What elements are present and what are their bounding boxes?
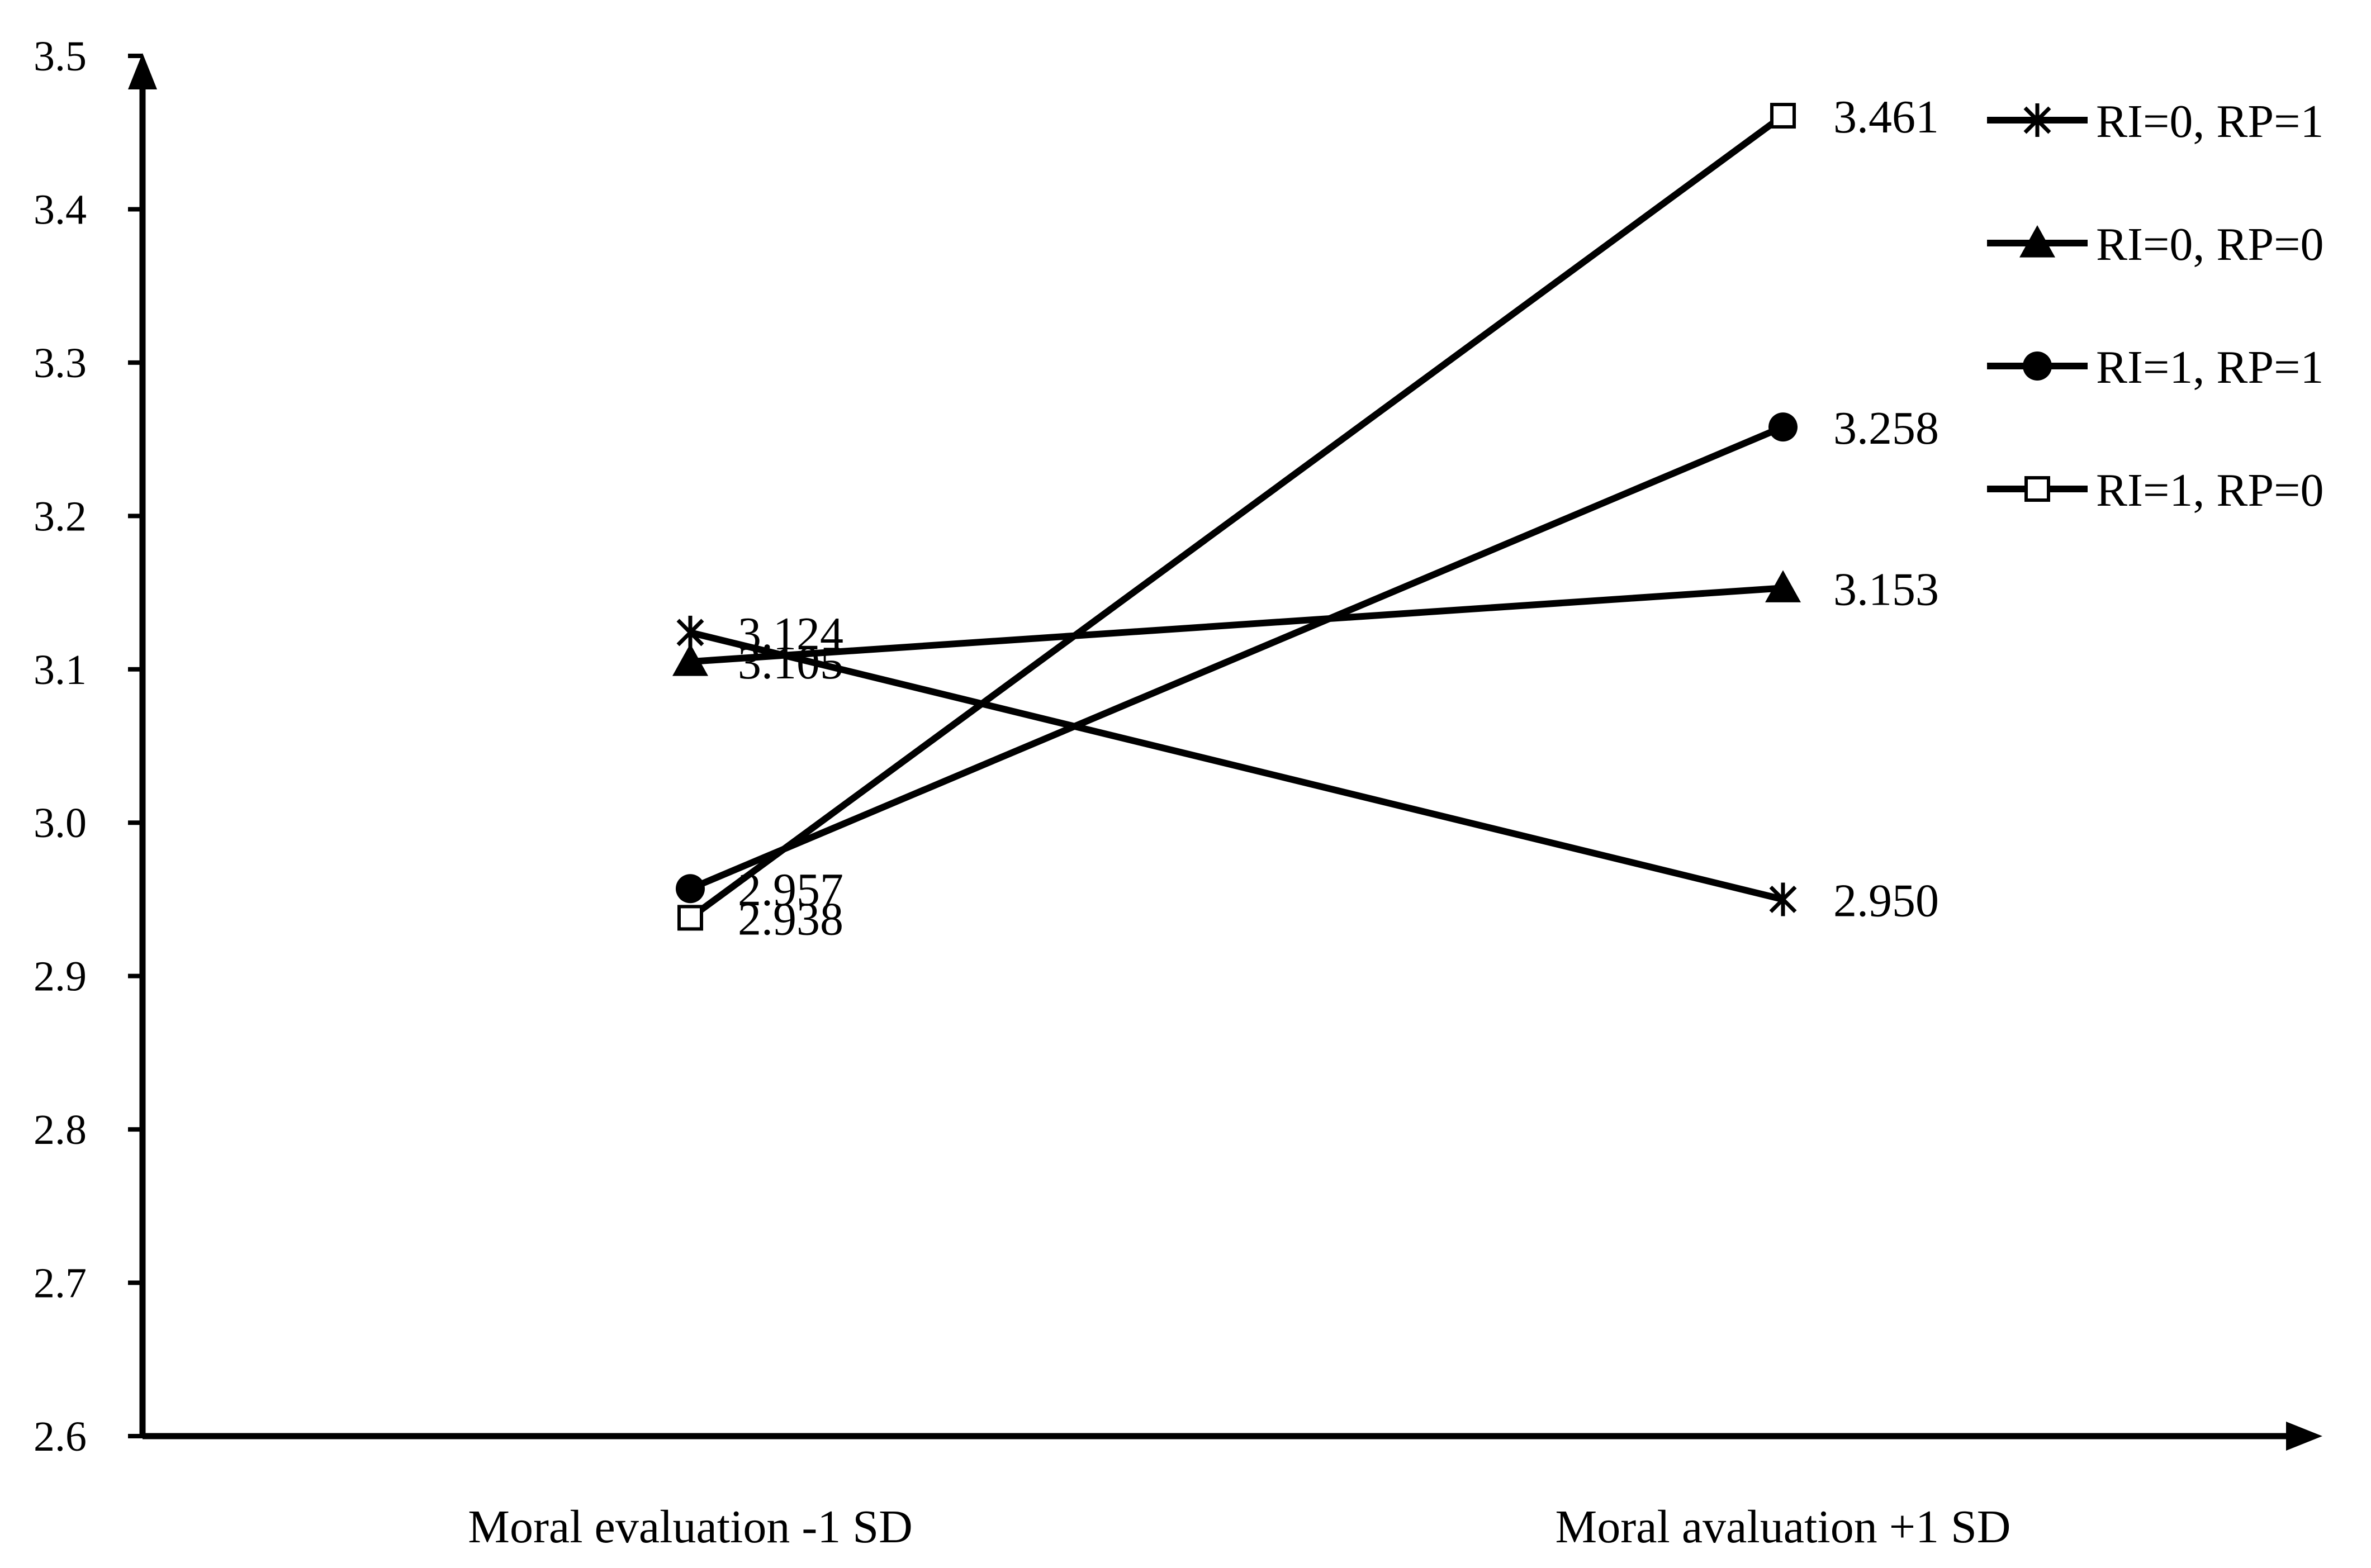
legend-label: RI=0, RP=1 — [2096, 96, 2324, 148]
legend-label: RI=0, RP=0 — [2096, 218, 2324, 270]
legend: RI=0, RP=1 RI=0, RP=0 RI=1, RP=1 RI=1, RP=0 — [1987, 96, 2324, 516]
series-line — [689, 629, 1784, 903]
data-point-marker — [676, 874, 705, 904]
y-tick-label: 2.9 — [34, 953, 87, 1000]
series-lines — [672, 103, 1801, 931]
data-label: 3.258 — [1833, 402, 1939, 454]
data-label: 2.950 — [1833, 875, 1939, 926]
series-ri-0-rp-1 — [676, 615, 1797, 916]
legend-label: RI=1, RP=0 — [2096, 464, 2324, 516]
data-point-marker — [1769, 882, 1797, 916]
y-tick-label: 2.6 — [34, 1413, 87, 1460]
data-point-marker — [1768, 412, 1798, 442]
data-label: 3.153 — [1833, 563, 1939, 615]
y-tick-label: 3.1 — [34, 647, 87, 693]
legend-label: RI=1, RP=1 — [2096, 341, 2324, 393]
y-tick-label: 2.7 — [34, 1260, 87, 1307]
legend-marker — [2019, 225, 2055, 258]
y-tick-label: 3.5 — [34, 33, 87, 80]
legend-marker — [2023, 103, 2051, 137]
legend-marker — [2024, 476, 2050, 502]
data-label: 2.938 — [738, 893, 843, 945]
data-label: 3.124 — [738, 608, 843, 660]
y-tick-label: 2.8 — [34, 1106, 87, 1153]
series-ri-1-rp-0 — [677, 103, 1796, 931]
series-ri-1-rp-1 — [676, 412, 1798, 904]
data-point-marker — [677, 905, 703, 931]
y-tick-label: 3.3 — [34, 340, 87, 387]
series-ri-0-rp-0 — [672, 570, 1801, 676]
x-axis-categories: Moral evaluation -1 SD Moral avaluation +… — [468, 1501, 2010, 1553]
x-category-label: Moral avaluation +1 SD — [1556, 1501, 2011, 1553]
legend-item-ri-0-rp-1: RI=0, RP=1 — [1987, 96, 2324, 148]
data-label: 2.957 — [738, 864, 843, 916]
data-point-marker — [1770, 103, 1796, 129]
legend-marker — [2023, 351, 2052, 381]
data-labels: 3.124 2.950 3.105 3.153 2.957 3.258 2.938 3.461 — [738, 91, 1939, 945]
series-line — [688, 113, 1785, 921]
data-point-marker — [1765, 570, 1801, 602]
series-line — [690, 585, 1784, 666]
series-line — [689, 424, 1785, 892]
axes — [128, 53, 2322, 1451]
data-label: 3.105 — [738, 637, 843, 689]
data-point-marker — [676, 615, 704, 649]
legend-item-ri-0-rp-0: RI=0, RP=0 — [1987, 218, 2324, 270]
data-point-marker — [672, 644, 708, 676]
legend-item-ri-1-rp-0: RI=1, RP=0 — [1987, 464, 2324, 516]
y-tick-label: 3.4 — [34, 186, 87, 233]
x-axis-arrow — [2286, 1422, 2322, 1451]
y-axis-ticks: 2.6 2.7 2.8 2.9 3.0 3.1 3.2 3.3 3.4 3.5 — [34, 33, 143, 1460]
y-tick-label: 3.0 — [34, 800, 87, 847]
x-category-label: Moral evaluation -1 SD — [468, 1501, 913, 1553]
y-axis-arrow — [128, 53, 157, 89]
y-tick-label: 3.2 — [34, 493, 87, 540]
legend-item-ri-1-rp-1: RI=1, RP=1 — [1987, 341, 2324, 393]
data-label: 3.461 — [1833, 91, 1939, 143]
